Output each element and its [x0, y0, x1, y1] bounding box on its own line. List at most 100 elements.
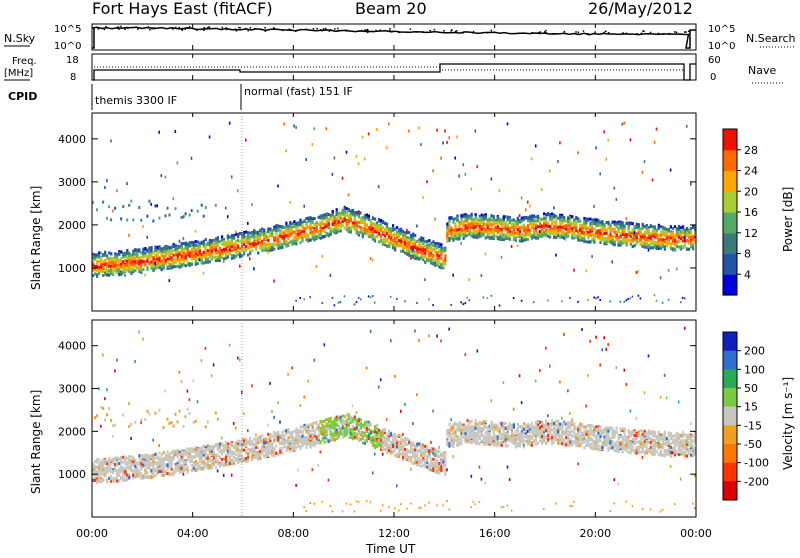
data-cell	[132, 270, 134, 273]
data-cell	[614, 243, 616, 246]
low-range-cell	[344, 295, 346, 297]
data-cell	[213, 451, 215, 454]
data-cell	[96, 265, 98, 268]
data-cell	[356, 224, 358, 227]
scatter-cell	[517, 244, 519, 247]
scatter-cell	[422, 196, 424, 199]
upper-band-cell	[122, 414, 124, 417]
data-cell	[666, 231, 668, 234]
scatter-cell	[207, 253, 209, 256]
data-cell	[616, 221, 618, 224]
data-cell	[221, 239, 223, 242]
data-cell	[169, 255, 171, 258]
data-cell	[416, 247, 418, 250]
data-cell	[561, 216, 563, 219]
search-tick-bottom: 10^0	[708, 41, 735, 52]
data-cell	[120, 260, 122, 263]
data-cell	[110, 272, 112, 275]
data-cell	[237, 239, 239, 242]
low-range-cell	[469, 299, 471, 301]
data-cell	[593, 236, 595, 239]
scatter-cell	[408, 130, 410, 133]
data-cell	[271, 246, 273, 249]
data-cell	[454, 232, 456, 235]
data-cell	[231, 454, 233, 457]
search-noise-point	[305, 29, 307, 31]
search-noise-point	[367, 29, 369, 31]
data-cell	[271, 229, 273, 232]
data-cell	[336, 228, 338, 231]
scatter-cell	[356, 155, 358, 158]
data-cell	[501, 228, 503, 231]
data-cell	[551, 232, 553, 235]
data-cell	[146, 259, 148, 262]
data-cell	[197, 262, 199, 265]
data-cell	[358, 211, 360, 214]
data-cell	[150, 260, 152, 263]
data-cell	[646, 230, 648, 233]
data-cell	[314, 239, 316, 242]
data-cell	[146, 268, 148, 271]
scatter-cell	[183, 237, 185, 240]
data-cell	[394, 237, 396, 240]
low-range-cell	[460, 301, 462, 303]
data-cell	[448, 232, 450, 235]
scatter-cell	[289, 201, 291, 204]
data-cell	[563, 219, 565, 222]
data-cell	[295, 233, 297, 236]
scatter-cell	[521, 196, 523, 199]
data-cell	[450, 227, 452, 230]
data-cell	[573, 230, 575, 233]
data-cell	[533, 215, 535, 218]
data-cell	[644, 240, 646, 243]
data-cell	[245, 240, 247, 243]
data-cell	[124, 456, 126, 459]
data-cell	[523, 239, 525, 242]
search-noise-point	[250, 27, 252, 29]
data-cell	[189, 243, 191, 246]
data-cell	[130, 272, 132, 275]
data-cell	[634, 236, 636, 239]
data-cell	[573, 227, 575, 230]
data-cell	[217, 236, 219, 239]
data-cell	[134, 462, 136, 465]
data-cell	[517, 228, 519, 231]
data-cell	[477, 218, 479, 221]
scatter-cell	[209, 136, 211, 139]
data-cell	[501, 236, 503, 239]
low-range-cell	[620, 301, 622, 303]
data-cell	[114, 457, 116, 460]
data-cell	[165, 464, 167, 467]
data-cell	[402, 245, 404, 248]
data-cell	[134, 253, 136, 256]
data-cell	[362, 235, 364, 238]
data-cell	[307, 236, 309, 239]
data-cell	[656, 236, 658, 239]
data-cell	[287, 227, 289, 230]
search-noise-point	[588, 33, 590, 35]
data-cell	[664, 234, 666, 237]
data-cell	[372, 234, 374, 237]
data-cell	[434, 244, 436, 247]
data-cell	[467, 218, 469, 221]
data-cell	[96, 466, 98, 469]
data-cell	[275, 236, 277, 239]
data-cell	[154, 453, 156, 456]
data-cell	[652, 225, 654, 228]
data-cell	[577, 239, 579, 242]
data-cell	[589, 234, 591, 237]
data-cell	[265, 231, 267, 234]
data-cell	[207, 448, 209, 451]
data-cell	[491, 214, 493, 217]
data-cell	[203, 243, 205, 246]
data-cell	[398, 229, 400, 232]
data-cell	[513, 219, 515, 222]
scatter-cell	[231, 175, 233, 178]
data-cell	[467, 234, 469, 237]
data-cell	[503, 238, 505, 241]
data-cell	[672, 232, 674, 235]
search-noise-point	[429, 30, 431, 32]
search-noise-point	[422, 31, 424, 32]
data-cell	[366, 223, 368, 226]
